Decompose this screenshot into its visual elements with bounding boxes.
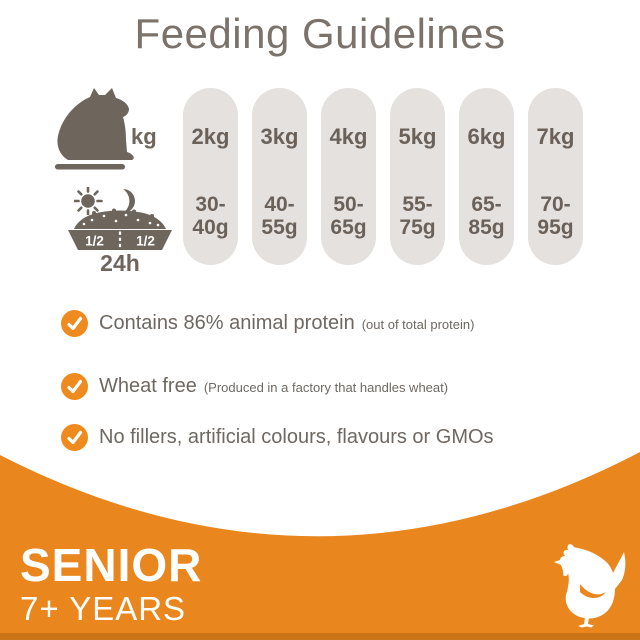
column-amount-line1: 40- [264,193,295,216]
guide-column-7kg: 7kg 70- 95g [528,88,583,265]
claim-note: (Produced in a factory that handles whea… [203,380,449,395]
column-amount-line2: 55g [261,216,298,239]
chicken-icon [554,544,626,628]
checkmark-icon [61,309,88,337]
guide-column-3kg: 3kg 40- 55g [252,88,307,265]
life-stage-label: SENIOR [20,539,203,591]
column-amount-line1: 55- [402,193,433,216]
claim-text: Wheat free [99,374,197,397]
banner-bottom-strip [0,633,640,640]
guide-column-2kg: 2kg 30- 40g [183,88,238,265]
column-amount-line1: 70- [540,193,571,216]
column-weight: 6kg [467,124,506,149]
column-weight: 7kg [536,124,575,149]
claim-protein: Contains 86% animal protein (out of tota… [61,308,474,338]
checkmark-icon [61,372,88,400]
column-amount-line1: 65- [471,193,502,216]
column-amount-line2: 75g [399,216,436,239]
checkmark-icon [61,423,88,451]
claim-text: No fillers, artificial colours, flavours… [99,425,494,448]
column-amount-line2: 40g [192,216,229,239]
claim-text: Contains 86% animal protein [99,311,355,334]
column-weight: 2kg [191,124,230,149]
food-bowl-icon: 1/2 1/2 [68,208,172,250]
column-amount-line2: 85g [468,216,505,239]
portion-right-label: 1/2 [136,234,155,249]
claim-wheat-free: Wheat free (Produced in a factory that h… [61,371,448,401]
banner-curve [0,452,640,640]
cat-silhouette-icon [55,88,134,170]
moon-icon [123,189,135,213]
column-weight: 5kg [398,124,437,149]
portion-left-label: 1/2 [85,234,104,249]
age-range-label: 7+ YEARS [20,590,187,627]
guide-column-6kg: 6kg 65- 85g [459,88,514,265]
column-amount-line1: 50- [333,193,364,216]
column-amount-line2: 65g [330,216,367,239]
column-amount-line2: 95g [537,216,574,239]
sun-icon [74,187,103,215]
portion-period-label: 24h [100,250,140,276]
column-amount-line1: 30- [195,193,226,216]
claim-note: (out of total protein) [361,317,475,332]
claim-no-fillers: No fillers, artificial colours, flavours… [61,422,501,452]
weight-unit-label: kg [131,124,157,149]
guide-column-4kg: 4kg 50- 65g [321,88,376,265]
column-weight: 3kg [260,124,299,149]
page-title: Feeding Guidelines [134,10,506,57]
sun-moon-icon [74,187,135,215]
guide-column-5kg: 5kg 55- 75g [390,88,445,265]
column-weight: 4kg [329,124,368,149]
